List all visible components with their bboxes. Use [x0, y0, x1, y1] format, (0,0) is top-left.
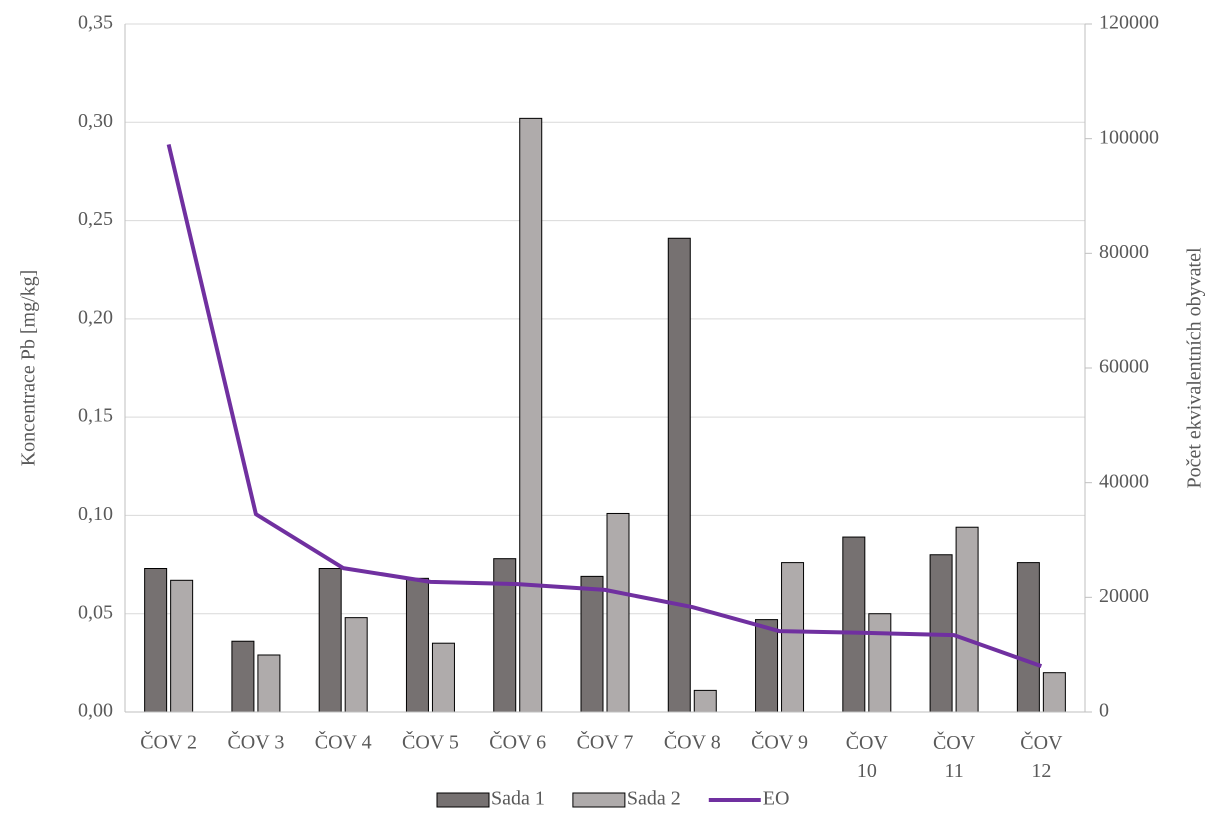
bar [318, 568, 342, 713]
y2-tick-label: 80000 [1099, 241, 1149, 263]
bar [580, 575, 604, 713]
legend-label: EO [763, 788, 790, 810]
x-tick-label: ČOV 3 [227, 730, 284, 754]
bar [170, 579, 194, 713]
legend-swatch [436, 792, 490, 808]
x-tick-label: ČOV 7 [577, 730, 634, 754]
bar [405, 577, 429, 713]
line [166, 143, 1043, 669]
y-tick-label: 0,25 [78, 208, 113, 230]
bar [842, 536, 866, 713]
y-tick-label: 0,00 [78, 700, 113, 722]
bar [144, 568, 168, 713]
bar [868, 613, 892, 713]
y2-tick-label: 0 [1099, 700, 1109, 722]
y-tick-label: 0,20 [78, 306, 113, 328]
y-tick-label: 0,30 [78, 110, 113, 132]
y2-tick-label: 20000 [1099, 585, 1149, 607]
x-tick-label: ČOV 9 [751, 730, 808, 754]
bar [755, 619, 779, 713]
bar [781, 562, 805, 713]
y-tick-label: 0,10 [78, 503, 113, 525]
x-tick-label: ČOV 4 [315, 730, 372, 754]
y-tick-label: 0,15 [78, 405, 113, 427]
y-tick-label: 0,35 [78, 12, 113, 34]
y2-tick-label: 40000 [1099, 470, 1149, 492]
bar [955, 526, 979, 713]
bar [519, 117, 543, 713]
y2-tick-label: 60000 [1099, 356, 1149, 378]
y2-tick-label: 100000 [1099, 126, 1159, 148]
bar [1016, 562, 1040, 713]
bar [606, 512, 630, 713]
bar [667, 237, 691, 713]
x-tick-label: ČOV 12 [1020, 730, 1063, 782]
bar [257, 654, 281, 713]
bar [431, 642, 455, 713]
legend-label: Sada 2 [627, 788, 681, 810]
y-tick-label: 0,05 [78, 601, 113, 623]
y-axis-title: Koncentrace Pb [mg/kg] [18, 270, 40, 467]
bar [344, 617, 368, 713]
y2-tick-label: 120000 [1099, 12, 1159, 34]
bar [693, 689, 717, 713]
y2-axis-title: Počet ekvivalentních obyvatel [1184, 247, 1206, 488]
x-tick-label: ČOV 8 [664, 730, 721, 754]
bar [231, 640, 255, 713]
bar [1042, 672, 1066, 713]
x-tick-label: ČOV 2 [140, 730, 197, 754]
x-tick-label: ČOV 10 [846, 730, 889, 782]
x-tick-label: ČOV 11 [933, 730, 976, 782]
legend-label: Sada 1 [491, 788, 545, 810]
x-tick-label: ČOV 5 [402, 730, 459, 754]
legend-swatch [572, 792, 626, 808]
x-tick-label: ČOV 6 [489, 730, 546, 754]
